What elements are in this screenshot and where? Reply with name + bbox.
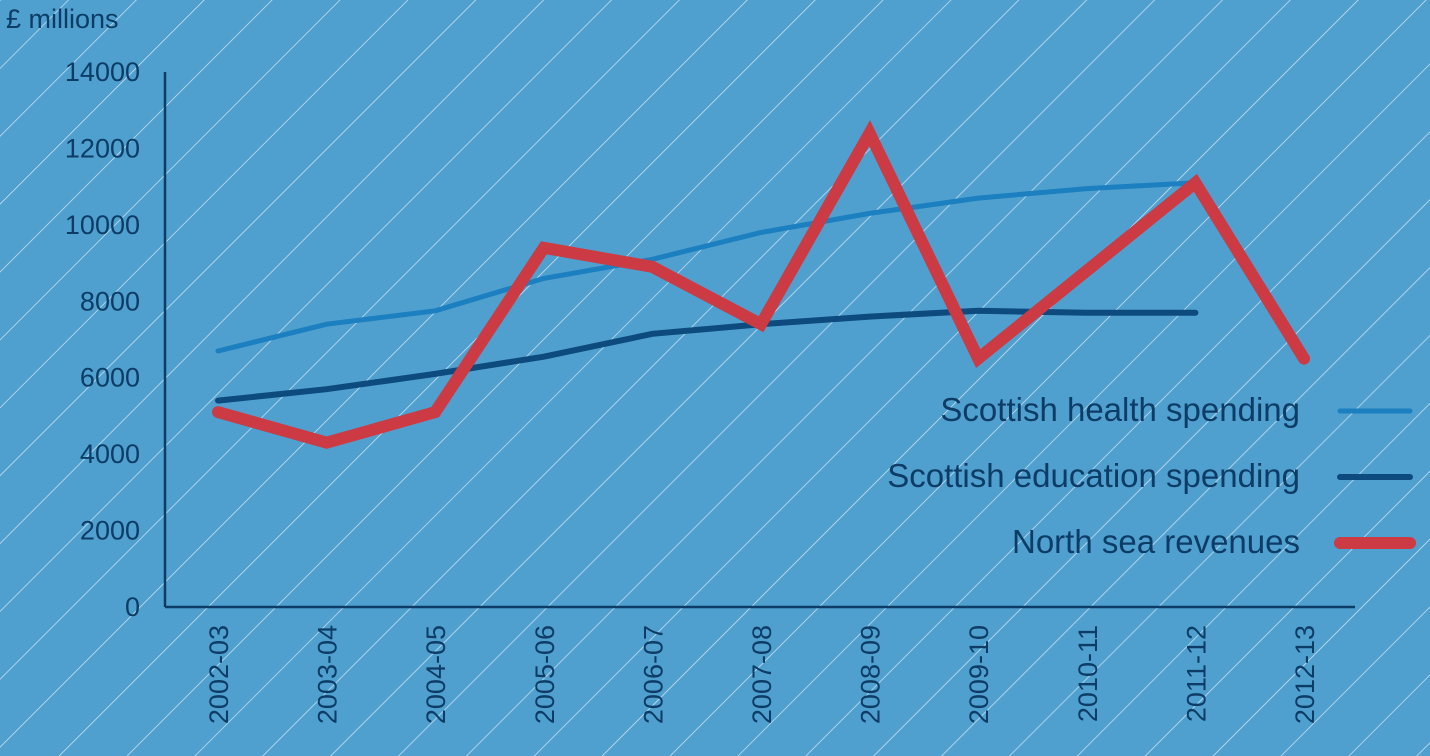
x-tick-label: 2002-03 (204, 625, 234, 724)
y-axis-label: £ millions (6, 4, 119, 34)
series-line-3 (212, 120, 1310, 449)
x-tick-label: 2003-04 (313, 625, 343, 724)
y-tick-label: 6000 (80, 363, 140, 393)
legend-label: North sea revenues (1012, 523, 1300, 560)
y-tick-label: 10000 (65, 210, 140, 240)
x-tick-label: 2006-07 (638, 625, 668, 724)
x-tick-label: 2007-08 (747, 625, 777, 724)
legend: Scottish health spending Scottish educati… (887, 391, 1416, 560)
y-tick-label: 4000 (80, 439, 140, 469)
x-tick-label: 2011-12 (1181, 625, 1211, 722)
legend-label: Scottish education spending (887, 457, 1300, 494)
series-lines (212, 120, 1310, 449)
x-tick-label: 2005-06 (530, 625, 560, 724)
y-tick-label: 0 (125, 592, 140, 622)
series-line-1 (215, 180, 1198, 354)
x-tick-label: 2009-10 (964, 625, 994, 724)
y-tick-labels: 0 2000 4000 6000 8000 10000 12000 14000 (65, 57, 140, 622)
axes (163, 72, 1355, 609)
x-tick-label: 2010-11 (1073, 625, 1103, 722)
y-tick-label: 12000 (65, 133, 140, 163)
x-tick-label: 2008-09 (856, 625, 886, 724)
legend-label: Scottish health spending (940, 391, 1300, 428)
x-tick-label: 2012-13 (1290, 625, 1320, 724)
x-tick-label: 2004-05 (421, 625, 451, 724)
y-tick-label: 14000 (65, 57, 140, 87)
y-tick-label: 2000 (80, 516, 140, 546)
x-tick-labels: 2002-03 2003-04 2004-05 2005-06 2006-07 2007-… (204, 625, 1320, 724)
y-tick-label: 8000 (80, 286, 140, 316)
